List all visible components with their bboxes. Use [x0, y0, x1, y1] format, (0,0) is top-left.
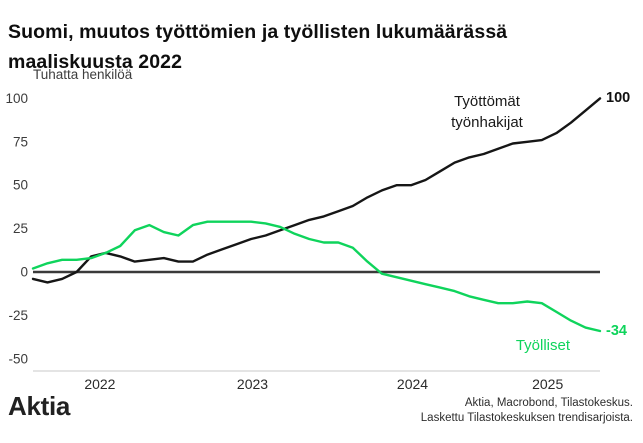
series-end-value-employed: -34: [606, 323, 627, 339]
aktia-logo: Aktia: [8, 391, 71, 421]
series-end-value-unemployed: 100: [606, 90, 631, 106]
y-tick-label-0: 0: [20, 265, 28, 280]
series-line-unemployed: [31, 97, 602, 284]
axis-unit-label: Tuhatta henkilöä: [33, 67, 133, 82]
series-line-employed: [31, 220, 602, 333]
y-tick-label-100: 100: [5, 91, 28, 106]
y-tick-label-50: 50: [13, 178, 28, 193]
x-tick-label-2022: 2022: [84, 376, 115, 392]
chart-title: Suomi, muutos työttömien ja työllisten l…: [8, 21, 508, 74]
source-note: Aktia, Macrobond, Tilastokeskus. Laskett…: [421, 396, 633, 426]
source-line-1: Aktia, Macrobond, Tilastokeskus.: [464, 397, 633, 409]
y-tick-label--50: -50: [8, 351, 28, 366]
x-tick-label-2024: 2024: [397, 376, 428, 392]
y-tick-label-75: 75: [13, 134, 28, 149]
x-tick-label-2023: 2023: [237, 376, 268, 392]
series-label-employed: Työlliset: [515, 337, 570, 354]
source-line-2: Laskettu Tilastokeskuksen trendisarjoist…: [420, 412, 633, 424]
x-tick-label-2025: 2025: [532, 376, 563, 392]
series-label-unemployed: Työttömät työnhakijat: [451, 93, 523, 131]
y-tick-label-25: 25: [13, 221, 28, 236]
y-tick-label--25: -25: [8, 308, 28, 323]
